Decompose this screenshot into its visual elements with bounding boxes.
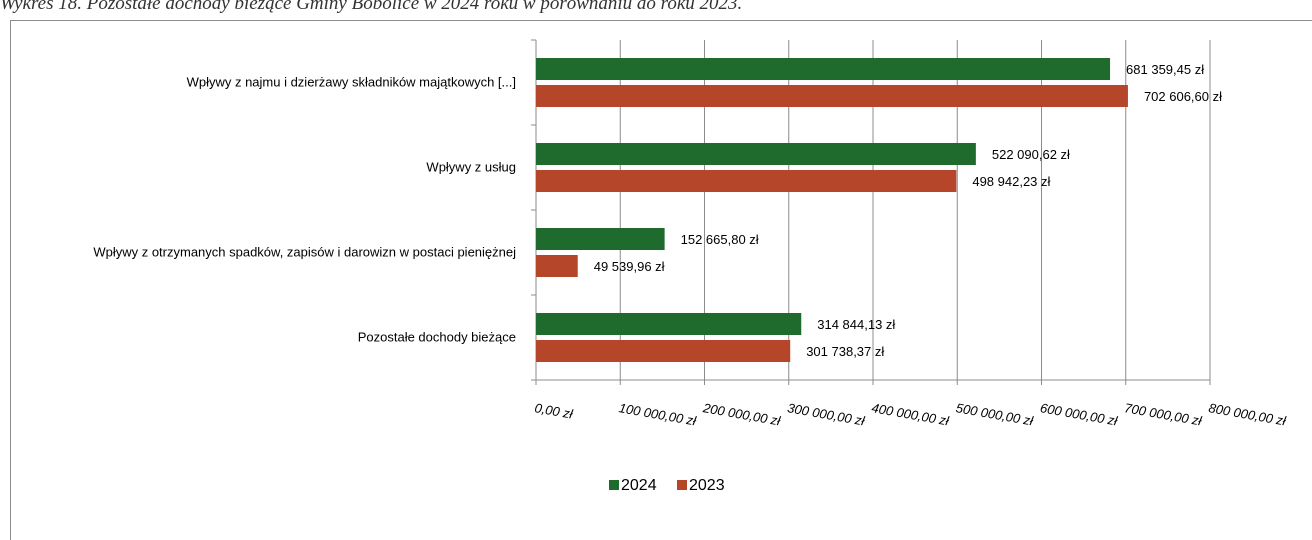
chart-caption: Wykres 18. Pozostałe dochody bieżące Gmi… xyxy=(0,0,743,14)
tick-label-x-0: 0,00 zł xyxy=(533,400,574,422)
bar-chart: Wpływy z najmu i dzierżawy składników ma… xyxy=(93,39,1288,494)
bar-2023-0 xyxy=(536,85,1128,107)
bar-2023-1 xyxy=(536,170,957,192)
bar-2023-2 xyxy=(536,255,578,277)
tick-label-x-6: 600 000,00 zł xyxy=(1039,400,1120,429)
data-label-2024-3: 314 844,13 zł xyxy=(817,317,895,332)
data-label-2024-1: 522 090,62 zł xyxy=(992,147,1070,162)
tick-label-x-4: 400 000,00 zł xyxy=(870,400,951,429)
bar-2023-3 xyxy=(536,340,791,362)
bar-2024-0 xyxy=(536,58,1111,80)
data-label-2023-2: 49 539,96 zł xyxy=(594,259,665,274)
tick-label-x-3: 300 000,00 zł xyxy=(786,400,867,429)
legend-swatch-2023 xyxy=(677,480,687,490)
legend-label-2024: 2024 xyxy=(621,477,657,494)
data-label-2023-3: 301 738,37 zł xyxy=(806,344,884,359)
tick-label-x-7: 700 000,00 zł xyxy=(1123,400,1204,429)
legend-label-2023: 2023 xyxy=(689,477,725,494)
chart-frame xyxy=(10,20,1312,540)
bar-2024-2 xyxy=(536,228,665,250)
category-label-2: Wpływy z otrzymanych spadków, zapisów i … xyxy=(93,245,516,260)
data-label-2024-0: 681 359,45 zł xyxy=(1126,62,1204,77)
tick-label-x-2: 200 000,00 zł xyxy=(701,400,783,429)
category-label-1: Wpływy z usług xyxy=(426,160,516,175)
tick-label-x-1: 100 000,00 zł xyxy=(618,400,699,429)
bar-2024-1 xyxy=(536,143,976,165)
tick-label-x-5: 500 000,00 zł xyxy=(955,400,1036,429)
tick-label-x-8: 800 000,00 zł xyxy=(1207,400,1288,429)
category-label-0: Wpływy z najmu i dzierżawy składników ma… xyxy=(187,75,516,90)
data-label-2024-2: 152 665,80 zł xyxy=(681,232,759,247)
bar-2024-3 xyxy=(536,313,802,335)
data-label-2023-1: 498 942,23 zł xyxy=(972,174,1050,189)
data-label-2023-0: 702 606,60 zł xyxy=(1144,89,1222,104)
category-label-3: Pozostałe dochody bieżące xyxy=(358,330,516,345)
legend-swatch-2024 xyxy=(609,480,619,490)
